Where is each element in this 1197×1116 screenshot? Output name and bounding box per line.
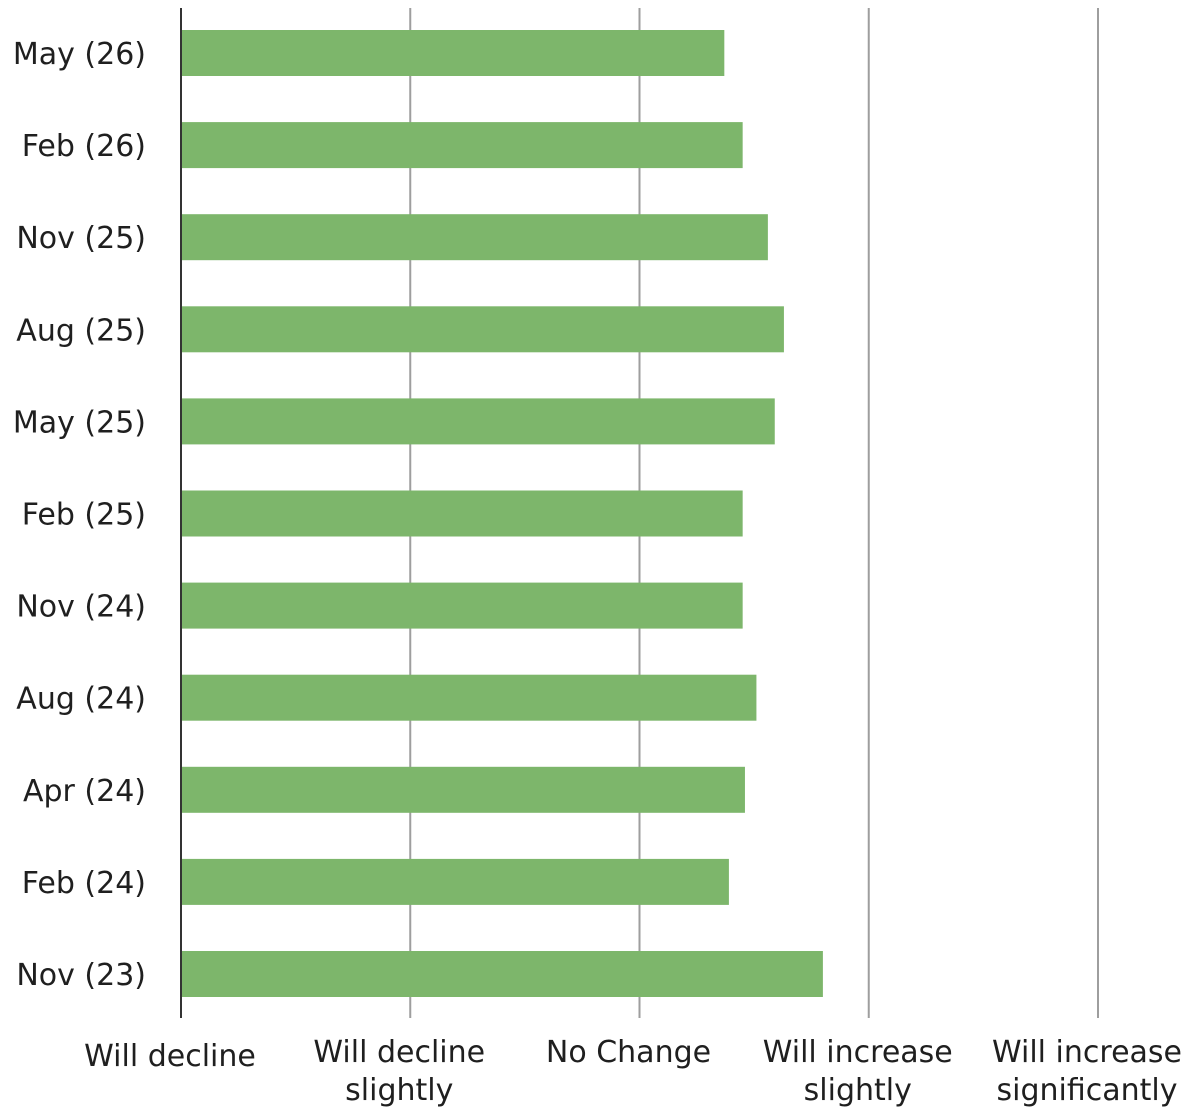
category-label-5: May (25) [13,405,146,440]
x-tick-label-5: Will increase significantly [992,1035,1182,1108]
category-label-1: May (26) [13,37,146,72]
x-tick-label-2: Will decline slightly [313,1035,485,1108]
x-tick-label-3-line-1: No Change [546,1035,711,1070]
bar-10 [182,858,729,905]
bar-4 [182,306,784,353]
x-tick-label-4: Will increase slightly [763,1035,953,1108]
category-label-4: Aug (25) [16,313,146,348]
bar-7 [182,582,743,629]
bar-11 [182,951,823,997]
category-labels: May (26) Feb (26) Nov (25) Aug (25) May (25)… [13,37,146,993]
bar-8 [182,674,757,721]
x-tick-label-5-line-2: significantly [997,1073,1178,1108]
category-label-7: Nov (24) [16,590,146,625]
category-label-8: Aug (24) [16,682,146,717]
bar-2 [182,122,743,169]
bar-1 [182,30,725,76]
bar-6 [182,490,743,537]
category-label-11: Nov (23) [16,958,146,993]
x-tick-label-3: No Change [546,1035,711,1070]
bar-5 [182,398,775,445]
category-label-2: Feb (26) [22,129,146,164]
category-label-9: Apr (24) [23,774,146,809]
x-tick-label-5-line-1: Will increase [992,1035,1182,1070]
category-label-10: Feb (24) [22,866,146,901]
x-tick-label-1: Will decline [84,1039,256,1074]
bar-9 [182,766,745,813]
bars [182,30,823,997]
category-label-6: Feb (25) [22,498,146,533]
x-tick-label-2-line-1: Will decline [313,1035,485,1070]
bar-3 [182,214,768,261]
category-label-3: Nov (25) [16,221,146,256]
x-tick-label-1-line-1: Will decline [84,1039,256,1074]
x-tick-label-4-line-1: Will increase [763,1035,953,1070]
x-tick-label-2-line-2: slightly [345,1073,453,1108]
x-tick-label-4-line-2: slightly [804,1073,912,1108]
